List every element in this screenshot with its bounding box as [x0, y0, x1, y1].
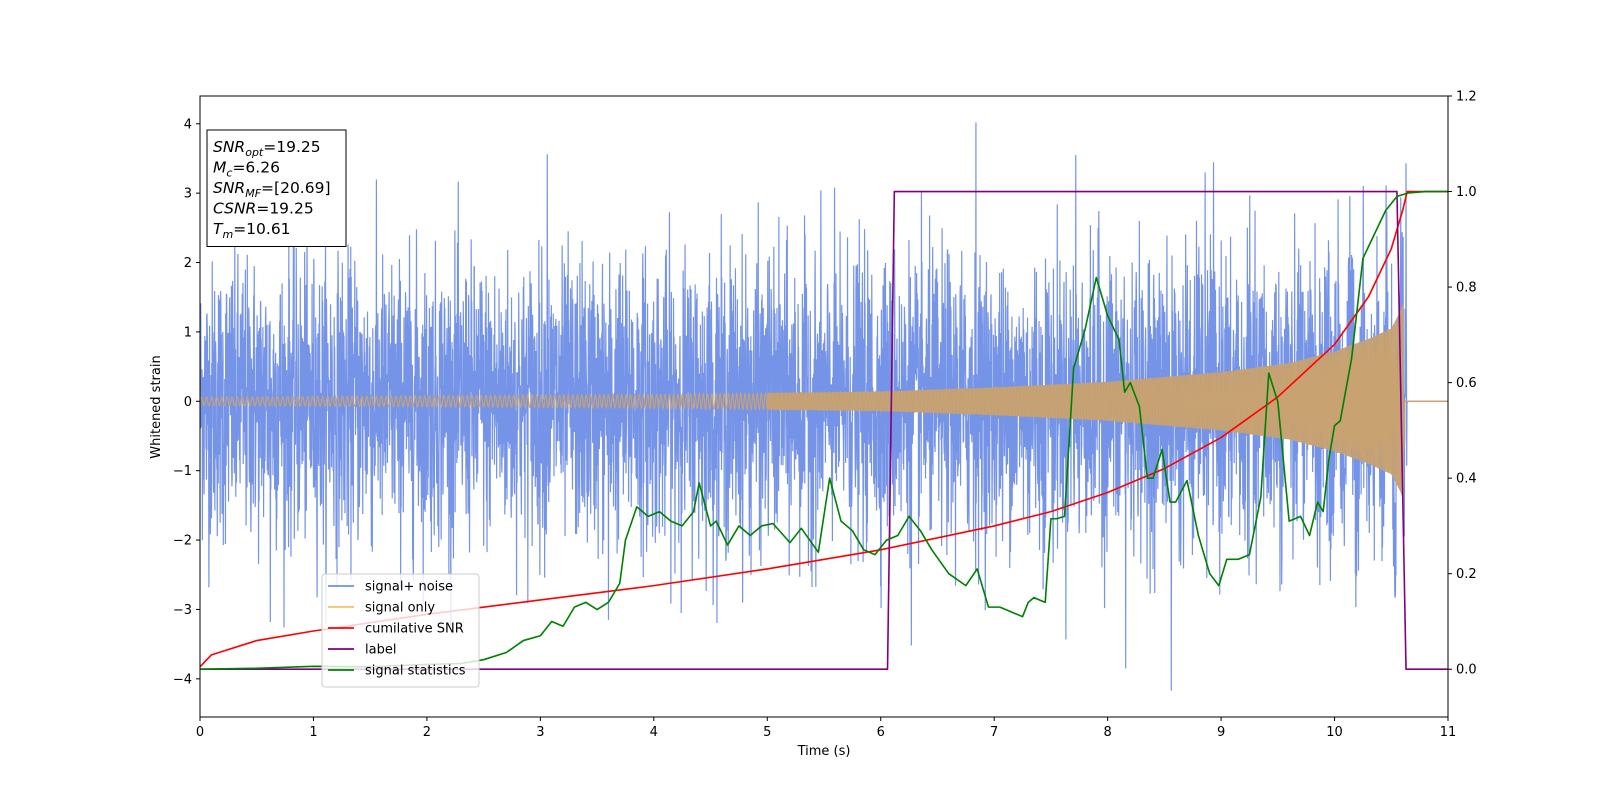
y-tick-label: 1 [184, 325, 192, 340]
legend-entry-label: signal statistics [365, 664, 466, 679]
y2-tick-label: 1.2 [1456, 90, 1477, 105]
x-tick-label: 4 [650, 725, 658, 740]
axes-frame [199, 95, 1449, 718]
y2-tick-label: 0.6 [1456, 376, 1477, 391]
y2-tick-label: 0.8 [1456, 281, 1477, 296]
y-tick-label: −4 [173, 672, 192, 687]
series-line-label [200, 190, 1448, 671]
y2-tick-label: 1.0 [1456, 185, 1477, 200]
x-tick-label: 9 [1217, 725, 1225, 740]
y-tick-label: 0 [184, 395, 192, 410]
y-tick-label: −2 [173, 534, 192, 549]
axes: 0 1 2 3 4 5 6 7 8 9 10 11 −4 −3 −2 −1 0 1 2 3 4 0.0 0.2 0.4 0.6 0… [173, 90, 1477, 741]
x-tick-label: 11 [1440, 725, 1457, 740]
legend-frame [321, 573, 480, 688]
y2-tick-label: 0.4 [1456, 472, 1477, 487]
info-box-line: Tm=10.61 [213, 220, 291, 241]
y-axis-label: Whitened strain [149, 355, 164, 458]
y-tick-label: 2 [184, 256, 192, 271]
info-box-line: Mc=6.26 [213, 159, 280, 180]
y2-tick-label: 0.0 [1456, 663, 1477, 678]
x-axis-label: Time (s) [797, 744, 851, 759]
x-tick-label: 10 [1326, 725, 1343, 740]
y-tick-label: 3 [184, 187, 192, 202]
x-tick-label: 2 [423, 725, 431, 740]
info-box: SNRopt=19.25Mc=6.26SNRMF=[20.69]CSNR=19.… [206, 129, 347, 247]
info-box-line: SNRopt=19.25 [213, 138, 321, 159]
legend-entry-label: label [365, 643, 396, 658]
x-tick-label: 1 [309, 725, 317, 740]
x-tick-label: 8 [1103, 725, 1111, 740]
y2-tick-label: 0.2 [1456, 567, 1477, 582]
y-tick-label: −3 [173, 603, 192, 618]
y-tick-label: 4 [184, 117, 192, 132]
info-box-frame [206, 129, 347, 247]
legend-entry-label: signal+ noise [365, 580, 453, 595]
x-tick-label: 5 [763, 725, 771, 740]
x-tick-label: 3 [536, 725, 544, 740]
x-tick-label: 7 [990, 725, 998, 740]
series-line-signal-only [200, 324, 1448, 489]
x-tick-label: 0 [196, 725, 204, 740]
y-tick-label: −1 [173, 464, 192, 479]
legend-entry-label: cumilative SNR [365, 622, 464, 637]
legend: signal+ noise signal only cumilative SNR la… [321, 573, 480, 688]
series-line-signal-statistics [200, 190, 1448, 671]
info-box-line: CSNR=19.25 [213, 200, 314, 218]
x-tick-label: 6 [877, 725, 885, 740]
info-box-line: SNRMF=[20.69] [213, 179, 331, 200]
legend-entry-label: signal only [365, 601, 435, 616]
